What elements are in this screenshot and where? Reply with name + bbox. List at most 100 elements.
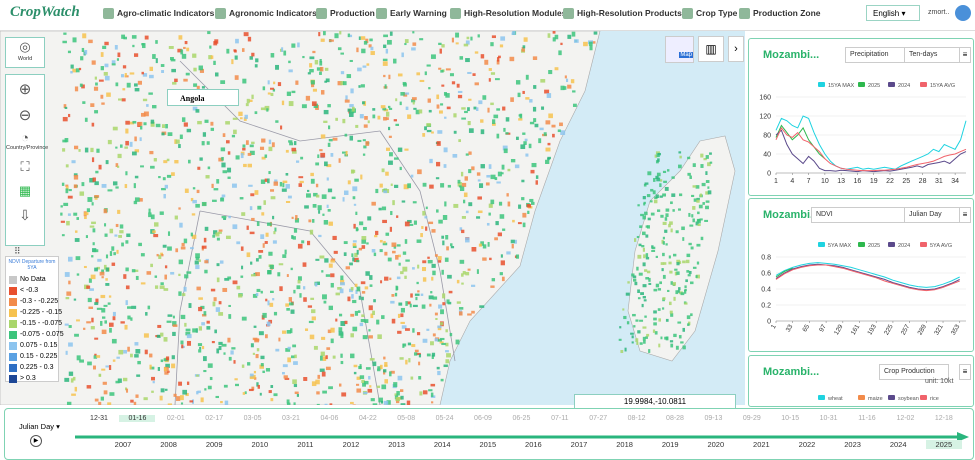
date-label[interactable]: 02-01 (166, 415, 185, 422)
map-pixel (547, 142, 551, 146)
avatar[interactable] (955, 5, 971, 21)
date-label[interactable]: 12-02 (896, 415, 915, 422)
map-pixel (220, 400, 223, 404)
year-label[interactable]: 2022 (798, 440, 816, 449)
zoom-out[interactable]: ⊖ (18, 107, 32, 124)
map-pixel (92, 242, 95, 246)
date-label[interactable]: 02-17 (205, 415, 224, 422)
map-pixel (427, 256, 430, 259)
layer-icon[interactable]: ▦ (18, 183, 32, 198)
date-label[interactable]: 07-27 (589, 415, 608, 422)
date-label[interactable]: 05-24 (435, 415, 454, 422)
map[interactable] (0, 31, 745, 405)
year-label[interactable]: 2017 (570, 440, 588, 449)
date-label[interactable]: 06-09 (474, 415, 492, 422)
timeline-mode[interactable]: Julian Day ▾ (19, 422, 60, 431)
map-pixel (482, 244, 487, 249)
nav-item[interactable]: Production Zone (753, 8, 821, 18)
nav-item[interactable]: Agronomic Indicators (229, 8, 317, 18)
nav-item[interactable]: High-Resolution Modules (464, 8, 567, 18)
date-label[interactable]: 04-22 (358, 415, 377, 422)
map-toggle[interactable]: Map (665, 36, 694, 63)
date-label[interactable]: 04-06 (320, 415, 339, 422)
year-label[interactable]: 2016 (525, 440, 542, 449)
year-label[interactable]: 2014 (433, 440, 451, 449)
map-pixel (677, 208, 681, 211)
select[interactable]: Ten-days (904, 47, 960, 63)
nav-item[interactable]: High-Resolution Products (577, 8, 682, 18)
year-label[interactable]: 2020 (707, 440, 725, 449)
logo[interactable]: CropWatch (10, 4, 80, 20)
nav-item[interactable]: Crop Type (696, 8, 738, 18)
date-label[interactable]: 07-11 (551, 415, 569, 422)
date-label[interactable]: 10-31 (819, 415, 838, 422)
menu-button[interactable]: ≡ (959, 207, 971, 223)
year-label[interactable]: 2023 (844, 440, 861, 449)
year-label[interactable]: 2010 (251, 440, 269, 449)
year-label[interactable]: 2021 (753, 440, 770, 449)
collapse-button[interactable]: › (728, 36, 744, 62)
year-label[interactable]: 2008 (160, 440, 177, 449)
map-pixel (206, 320, 210, 324)
year-label[interactable]: 2009 (205, 440, 223, 449)
date-label[interactable]: 03-21 (282, 415, 300, 422)
world-button[interactable]: ◎ World (5, 37, 45, 68)
select-icon[interactable]: ⛶ (20, 159, 30, 174)
map-pixel (205, 175, 210, 179)
date-label[interactable]: 09-29 (742, 415, 761, 422)
year-label[interactable]: 2018 (616, 440, 633, 449)
nav-item[interactable]: Early Warning (390, 8, 447, 18)
country-icon[interactable]: ◔ (21, 130, 29, 145)
map-pixel (76, 217, 80, 220)
date-label[interactable]: 09-13 (704, 415, 723, 422)
date-label[interactable]: 01-16 (119, 415, 156, 422)
map-pixel (404, 221, 410, 227)
year-label[interactable]: 2019 (661, 440, 679, 449)
map-pixel (643, 202, 646, 206)
date-label[interactable]: 06-25 (512, 415, 531, 422)
date-label[interactable]: 11-16 (858, 415, 876, 422)
year-label[interactable]: 2012 (342, 440, 360, 449)
year-label[interactable]: 2025 (925, 440, 962, 449)
map-pixel (214, 39, 219, 44)
zoom-in[interactable]: ⊕ (18, 81, 32, 98)
user-name[interactable]: zmort.. (928, 9, 950, 16)
play-button[interactable]: ▶ (30, 435, 42, 447)
select[interactable]: Precipitation (845, 47, 907, 63)
series-line (775, 263, 960, 291)
date-label[interactable]: 08-12 (627, 415, 646, 422)
date-label[interactable]: 12-31 (90, 415, 108, 422)
map-pixel (181, 53, 187, 59)
nav-item[interactable]: Production (330, 8, 375, 18)
map-pixel (340, 321, 346, 326)
download-icon[interactable]: ⇩ (19, 207, 31, 223)
select[interactable]: Crop Production (879, 364, 949, 380)
legend-label: wheat (827, 396, 843, 402)
map-pixel (290, 267, 293, 271)
map-pixel (643, 254, 646, 259)
year-label[interactable]: 2011 (297, 440, 314, 449)
year-label[interactable]: 2015 (479, 440, 497, 449)
date-label[interactable]: 03-05 (243, 415, 262, 422)
date-label[interactable]: 10-15 (781, 415, 800, 422)
map-pixel (150, 121, 155, 127)
year-label[interactable]: 2007 (114, 440, 132, 449)
map-pixel (345, 95, 348, 100)
select[interactable]: Julian Day (904, 207, 960, 223)
language-select[interactable]: English ▾ (866, 5, 920, 21)
select[interactable]: NDVI (811, 207, 905, 223)
map-pixel (383, 369, 387, 373)
date-label[interactable]: 12-18 (934, 415, 953, 422)
nav-item[interactable]: Agro-climatic Indicators (117, 8, 215, 18)
year-label[interactable]: 2024 (889, 440, 907, 449)
year-label[interactable]: 2013 (388, 440, 405, 449)
chart-toggle[interactable]: ▥ (698, 36, 724, 62)
menu-button[interactable]: ≡ (959, 47, 971, 63)
date-label[interactable]: 05-08 (397, 415, 416, 422)
map-pixel (164, 274, 168, 280)
map-pixel (244, 114, 248, 119)
map-pixel (522, 212, 527, 218)
date-label[interactable]: 08-28 (666, 415, 684, 422)
menu-button[interactable]: ≡ (959, 364, 971, 380)
map-pixel (259, 392, 262, 396)
